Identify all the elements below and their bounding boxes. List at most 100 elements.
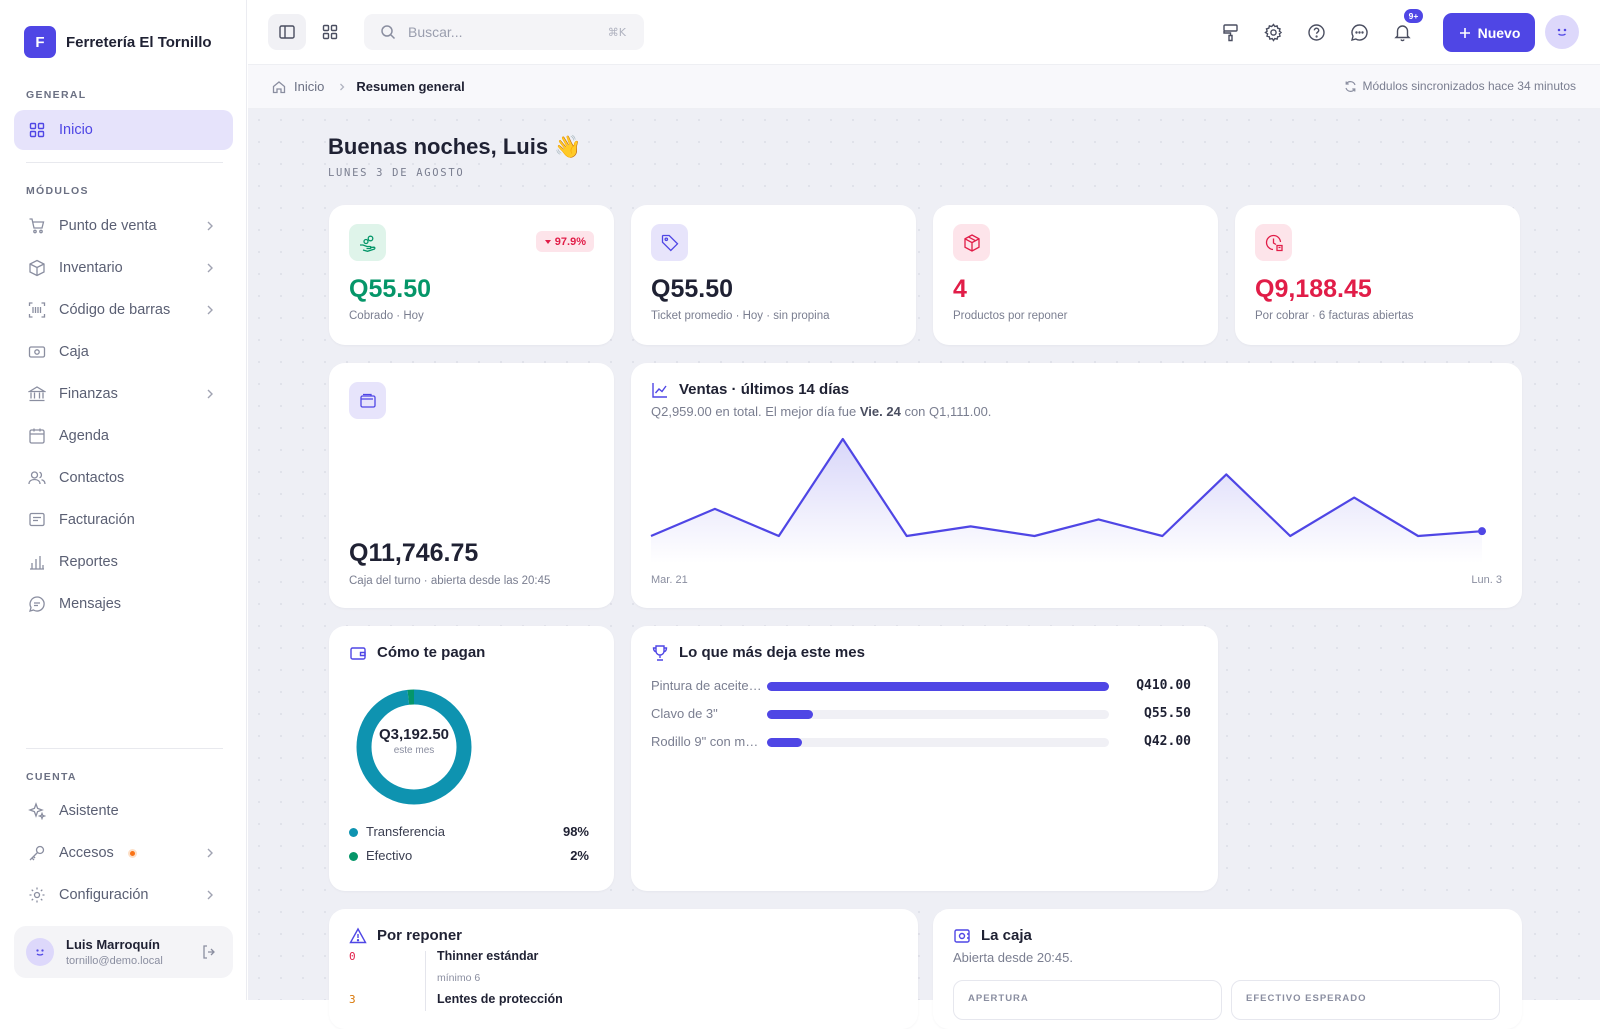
sidebar-item-label: Caja: [59, 344, 89, 360]
cash-turn-card[interactable]: Q11,746.75 Caja del turno · abierta desd…: [329, 363, 614, 608]
cash-turn-label: Caja del turno · abierta desde las 20:45: [349, 575, 551, 587]
sidebar-divider: [26, 162, 223, 163]
tag-icon: [651, 224, 688, 261]
user-card[interactable]: Luis Marroquín tornillo@demo.local: [14, 926, 233, 978]
toggle-sidebar-button[interactable]: [268, 14, 306, 50]
restock-product-name[interactable]: Lentes de protección: [437, 992, 563, 1006]
product-name: Pintura de aceite…: [651, 678, 761, 693]
product-bar-fill: [767, 710, 814, 719]
sidebar-item-mensajes[interactable]: Mensajes: [14, 584, 233, 624]
product-row[interactable]: Clavo de 3" Q55.50: [651, 706, 1191, 722]
avatar[interactable]: [1545, 15, 1579, 49]
brand-name: Ferretería El Tornillo: [66, 33, 212, 51]
calendar-icon: [28, 427, 46, 445]
trend-value: 97.9%: [554, 235, 586, 248]
topbar: Buscar... ⌘K 9+ Nuevo: [248, 0, 1600, 65]
sidebar-item-agenda[interactable]: Agenda: [14, 416, 233, 456]
invoice-icon: [28, 511, 46, 529]
wallet-icon: [350, 647, 366, 660]
product-bar-track: [767, 738, 1109, 747]
sidebar-item-reportes[interactable]: Reportes: [14, 542, 233, 582]
sidebar-item-label: Inventario: [59, 260, 123, 276]
sales-chart-card: Ventas · últimos 14 días Q2,959.00 en to…: [631, 363, 1522, 608]
sidebar-item-label: Asistente: [59, 803, 119, 819]
sidebar-item-label: Finanzas: [59, 386, 118, 402]
sidebar-item-caja[interactable]: Caja: [14, 332, 233, 372]
trend-badge: 97.9%: [535, 231, 594, 252]
search-placeholder: Buscar...: [408, 24, 463, 40]
donut-total: Q3,192.50: [378, 726, 450, 743]
product-bar-track: [767, 682, 1109, 691]
breadcrumb-home[interactable]: Inicio: [294, 79, 325, 94]
sidebar-item-contactos[interactable]: Contactos: [14, 458, 233, 498]
chevron-right-icon: [207, 890, 213, 900]
sidebar-item-label: Mensajes: [59, 596, 122, 612]
paint-tool-button[interactable]: [1211, 14, 1249, 50]
sidebar-item-asistente[interactable]: Asistente: [14, 791, 233, 831]
avatar: [26, 938, 54, 966]
section-label-modulos: MÓDULOS: [26, 185, 89, 197]
top-products-card: Lo que más deja este mes Pintura de acei…: [631, 626, 1218, 891]
sidebar-toggle-icon: [279, 25, 295, 39]
expected-cash-box: EFECTIVO ESPERADO: [1231, 980, 1500, 1020]
kpi-label: Cobrado · Hoy: [349, 310, 424, 322]
product-row[interactable]: Rodillo 9" con m… Q42.00: [651, 734, 1191, 750]
restock-product-name[interactable]: Thinner estándar: [437, 949, 539, 963]
cash-register-icon: [954, 929, 970, 943]
sidebar-item-codigo-de-barras[interactable]: Código de barras: [14, 290, 233, 330]
clock-receipt-icon: [1255, 224, 1292, 261]
product-bar-fill: [767, 682, 1109, 691]
sidebar-item-punto-de-venta[interactable]: Punto de venta: [14, 206, 233, 246]
kpi-label: Por cobrar · 6 facturas abiertas: [1255, 310, 1414, 322]
apps-button[interactable]: [311, 14, 349, 50]
plus-icon: [1459, 27, 1470, 38]
restock-card: Por reponer 0 Thinner estándar mínimo 6 …: [329, 909, 918, 1029]
sparkle-icon: [28, 802, 46, 820]
sales-area-fill: [651, 439, 1482, 563]
sidebar: F Ferretería El Tornillo GENERAL Inicio …: [0, 0, 247, 1000]
kpi-value: Q9,188.45: [1255, 275, 1372, 303]
logout-icon[interactable]: [201, 944, 217, 960]
new-button-label: Nuevo: [1477, 24, 1521, 41]
sidebar-item-label: Inicio: [59, 122, 93, 138]
sidebar-item-facturacion[interactable]: Facturación: [14, 500, 233, 540]
paint-roller-icon: [1222, 23, 1238, 41]
new-button[interactable]: Nuevo: [1443, 13, 1535, 52]
legend-label: Transferencia: [366, 824, 445, 839]
x-axis-start-label: Mar. 21: [651, 574, 688, 586]
brand[interactable]: F Ferretería El Tornillo: [24, 26, 212, 58]
kpi-card-por-cobrar[interactable]: Q9,188.45 Por cobrar · 6 facturas abiert…: [1235, 205, 1520, 345]
home-icon: [272, 80, 286, 93]
sidebar-item-accesos[interactable]: Accesos: [14, 833, 233, 873]
kpi-card-cobrado[interactable]: 97.9% Q55.50 Cobrado · Hoy: [329, 205, 614, 345]
user-name: Luis Marroquín: [66, 937, 160, 952]
chevron-right-icon: [207, 221, 213, 231]
gear-icon: [1263, 22, 1282, 42]
gear-icon: [28, 886, 46, 904]
brand-logo: F: [24, 26, 56, 58]
legend-item-transferencia: Transferencia 98%: [349, 824, 589, 839]
legend-dot: [349, 828, 358, 838]
sales-data-point[interactable]: [1478, 527, 1486, 536]
notifications-button[interactable]: 9+: [1383, 9, 1423, 50]
sidebar-item-configuracion[interactable]: Configuración: [14, 875, 233, 915]
search-input[interactable]: Buscar... ⌘K: [364, 14, 644, 50]
kpi-card-por-reponer[interactable]: 4 Productos por reponer: [933, 205, 1218, 345]
opening-label: APERTURA: [968, 993, 1029, 1004]
help-button[interactable]: [1297, 14, 1335, 50]
barcode-icon: [28, 301, 46, 319]
payments-card: Cómo te pagan Q3,192.50 este mes Transfe…: [329, 626, 614, 891]
sidebar-item-inventario[interactable]: Inventario: [14, 248, 233, 288]
kpi-card-ticket-promedio[interactable]: Q55.50 Ticket promedio · Hoy · sin propi…: [631, 205, 916, 345]
chevron-right-icon: [207, 263, 213, 273]
settings-button[interactable]: [1254, 14, 1292, 50]
chevron-right-icon: [207, 389, 213, 399]
expected-label: EFECTIVO ESPERADO: [1246, 993, 1367, 1004]
cashbox-title: La caja: [981, 927, 1032, 944]
trend-line-icon: [652, 383, 667, 398]
sidebar-item-inicio[interactable]: Inicio: [14, 110, 233, 150]
product-value: Q410.00: [1136, 678, 1191, 693]
messages-button[interactable]: [1340, 14, 1378, 50]
product-row[interactable]: Pintura de aceite… Q410.00: [651, 678, 1191, 694]
sidebar-item-finanzas[interactable]: Finanzas: [14, 374, 233, 414]
